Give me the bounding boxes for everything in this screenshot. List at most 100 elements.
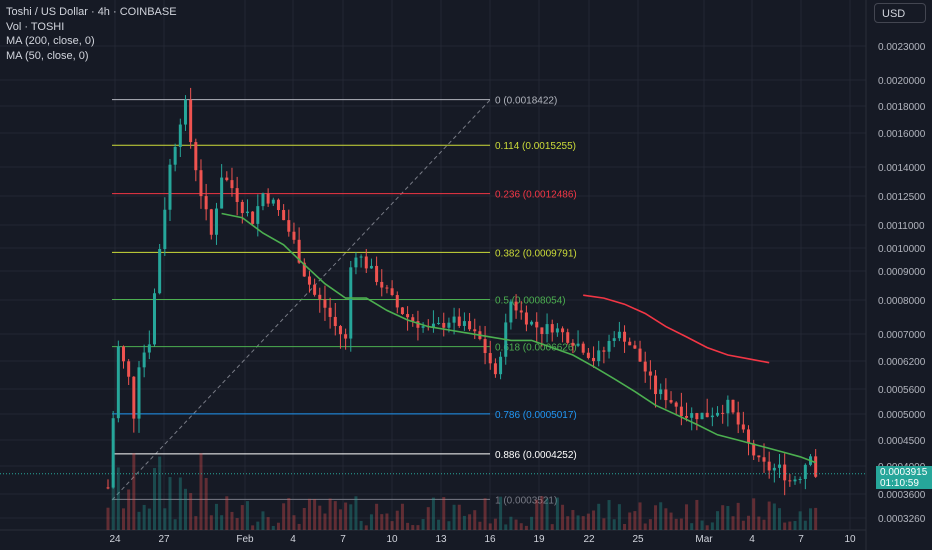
candle-body <box>266 193 270 204</box>
volume-bar <box>654 505 658 530</box>
candle-body <box>168 164 172 210</box>
volume-bar <box>690 523 694 530</box>
candle-body <box>328 307 332 317</box>
candle-body <box>447 322 451 328</box>
volume-bar <box>710 522 714 530</box>
indicator-ma50[interactable]: MA (50, close, 0) <box>6 49 89 62</box>
candle-body <box>597 350 601 362</box>
volume-bar <box>421 519 425 530</box>
volume-bar <box>173 519 177 530</box>
candle-body <box>276 199 280 211</box>
volume-bar <box>142 504 146 530</box>
candle-body <box>240 201 244 214</box>
candle-body <box>121 346 125 362</box>
volume-bar <box>576 515 580 530</box>
x-tick-label: 19 <box>533 534 545 545</box>
volume-bar <box>555 497 559 530</box>
candle-body <box>385 287 389 289</box>
indicator-volume[interactable]: Vol · TOSHI <box>6 20 65 33</box>
y-tick-label: 0.0005000 <box>878 410 926 421</box>
candle-body <box>137 367 141 419</box>
candle-body <box>710 415 714 418</box>
candle-body <box>524 312 528 325</box>
candle-body <box>648 371 652 376</box>
volume-bar <box>137 511 141 530</box>
volume-bar <box>189 493 193 530</box>
volume-bar <box>323 513 327 530</box>
candle-body <box>705 412 709 418</box>
volume-bar <box>545 498 549 530</box>
bar-countdown: 01:10:59 <box>880 478 919 489</box>
volume-bar <box>282 503 286 530</box>
x-tick-label: 7 <box>340 534 346 545</box>
volume-bar <box>669 512 673 530</box>
candle-body <box>535 321 539 328</box>
volume-bar <box>674 518 678 530</box>
volume-bar <box>592 510 596 530</box>
candle-body <box>798 478 802 480</box>
candle-body <box>654 375 658 395</box>
candle-body <box>323 299 327 308</box>
candle-body <box>540 327 544 335</box>
candle-body <box>586 352 590 358</box>
candle-body <box>152 293 156 345</box>
volume-bar <box>499 496 503 530</box>
volume-bar <box>612 519 616 530</box>
volume-bar <box>783 522 787 530</box>
candle-body <box>421 326 425 328</box>
candle-body <box>452 316 456 323</box>
currency-button[interactable]: USD <box>874 3 926 23</box>
volume-bar <box>194 516 198 530</box>
volume-bar <box>400 503 404 530</box>
candle-body <box>235 188 239 202</box>
candle-body <box>803 464 807 479</box>
candle-body <box>194 142 198 171</box>
x-tick-label: 10 <box>844 534 856 545</box>
candle-body <box>519 310 523 313</box>
candle-body <box>106 487 110 489</box>
last-price: 0.0003915 <box>880 467 928 478</box>
candle-body <box>302 262 306 277</box>
volume-bar <box>716 511 720 530</box>
volume-bar <box>809 508 813 530</box>
volume-bar <box>354 496 358 530</box>
candle-body <box>364 256 368 269</box>
candle-body <box>359 256 363 258</box>
candle-body <box>214 208 218 235</box>
volume-bar <box>375 503 379 530</box>
x-tick-label: 16 <box>484 534 496 545</box>
candle-body <box>127 361 131 377</box>
fib-level-label: 0.618 (0.0006626) <box>495 343 577 354</box>
candle-body <box>313 284 317 295</box>
volume-bar <box>478 521 482 530</box>
chart-legend: Toshi / US Dollar · 4h · COINBASE Vol · … <box>6 5 177 63</box>
volume-bar <box>437 519 441 530</box>
candle-body <box>695 413 699 420</box>
volume-bar <box>385 513 389 530</box>
candle-body <box>592 357 596 362</box>
volume-bar <box>566 516 570 530</box>
indicator-ma200[interactable]: MA (200, close, 0) <box>6 35 95 47</box>
fib-level-label: 1 (0.0003521) <box>495 495 557 506</box>
volume-bar <box>132 453 136 530</box>
volume-bar <box>447 521 451 530</box>
volume-bar <box>261 511 265 530</box>
volume-bar <box>178 477 182 530</box>
y-tick-label: 0.0018000 <box>878 102 926 113</box>
volume-bar <box>168 477 172 530</box>
volume-bar <box>772 503 776 530</box>
candle-body <box>514 301 518 311</box>
candle-body <box>163 209 167 250</box>
symbol-title[interactable]: Toshi / US Dollar · 4h · COINBASE <box>6 6 177 18</box>
candle-body <box>576 343 580 346</box>
candle-body <box>261 193 265 207</box>
volume-bar <box>462 515 466 530</box>
candle-body <box>380 281 384 288</box>
candle-body <box>132 376 136 419</box>
volume-bar <box>483 498 487 530</box>
candle-body <box>142 352 146 368</box>
candle-body <box>736 412 740 425</box>
volume-bar <box>617 504 621 530</box>
volume-bar <box>659 502 663 530</box>
